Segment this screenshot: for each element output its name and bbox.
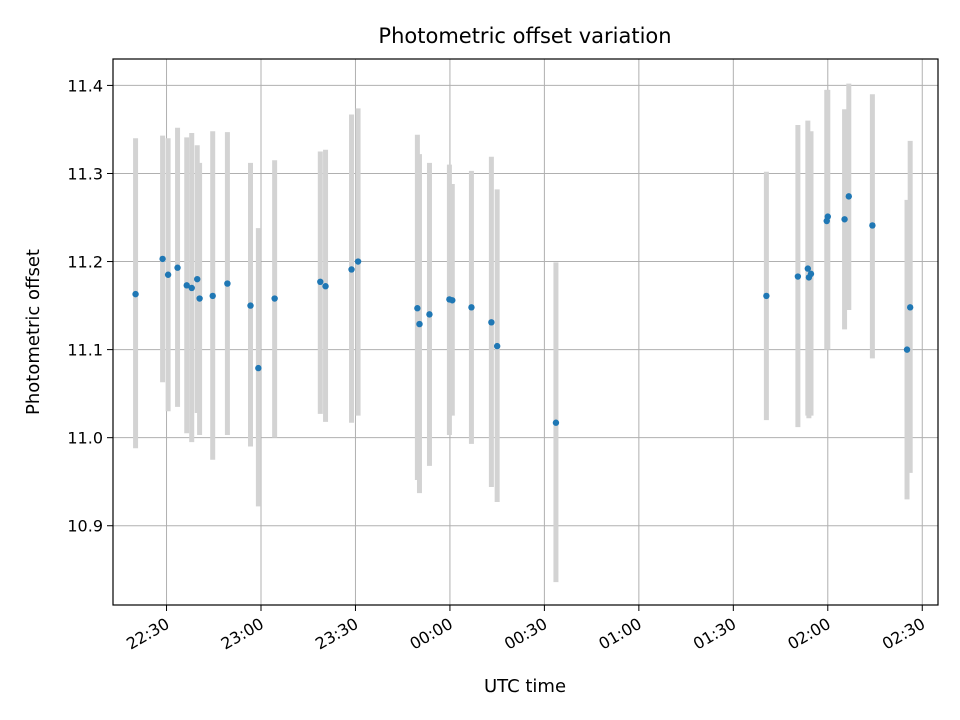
data-point	[488, 319, 495, 326]
x-tick-label: 23:30	[312, 614, 361, 654]
data-point	[824, 213, 831, 220]
x-tick-label: 00:30	[501, 614, 550, 654]
error-bars	[133, 83, 913, 583]
data-point	[209, 292, 216, 300]
x-axis-label: UTC time	[484, 676, 566, 697]
data-point	[194, 275, 201, 283]
data-point	[449, 297, 456, 304]
data-points	[132, 193, 914, 426]
data-point	[322, 283, 329, 290]
x-tick-label: 01:30	[690, 614, 739, 654]
x-tick-label: 23:00	[218, 614, 267, 654]
data-point	[841, 216, 848, 223]
data-point	[255, 364, 262, 372]
data-point	[164, 271, 172, 278]
data-point	[906, 304, 914, 311]
plot-area-frame	[112, 58, 939, 606]
data-point	[804, 265, 812, 272]
data-point	[174, 264, 181, 271]
data-point	[247, 302, 254, 309]
data-point	[132, 290, 139, 298]
data-point	[552, 419, 560, 426]
data-point	[348, 266, 355, 273]
data-point	[354, 258, 362, 265]
data-point	[903, 346, 911, 353]
y-tick-label: 11.2	[67, 253, 103, 272]
x-tick-label: 02:00	[784, 614, 833, 654]
y-axis: 10.9 11.0 11.1 11.2 11.3 11.4	[67, 76, 113, 536]
y-tick-label: 11.4	[67, 76, 103, 95]
data-point	[869, 222, 876, 229]
x-tick-label: 01:00	[595, 614, 644, 654]
data-point	[807, 270, 815, 278]
data-point	[845, 193, 852, 200]
x-tick-label: 22:30	[123, 614, 172, 654]
data-point	[763, 292, 770, 300]
data-point	[188, 284, 195, 292]
grid	[113, 59, 938, 605]
chart-title: Photometric offset variation	[378, 24, 671, 48]
data-point	[493, 342, 501, 350]
data-point	[183, 282, 190, 289]
data-point	[468, 304, 475, 311]
y-tick-label: 11.3	[67, 164, 103, 183]
data-point	[794, 273, 802, 280]
data-point	[159, 255, 166, 263]
data-point	[271, 295, 278, 302]
y-tick-label: 11.1	[67, 341, 103, 360]
data-point	[196, 295, 203, 302]
data-point	[426, 311, 433, 318]
y-tick-label: 10.9	[67, 517, 103, 536]
x-tick-label: 02:30	[879, 614, 928, 654]
data-point	[416, 320, 423, 328]
data-point	[414, 305, 421, 312]
y-tick-label: 11.0	[67, 429, 103, 448]
x-tick-label: 00:00	[406, 614, 455, 654]
data-point	[224, 280, 231, 287]
x-axis: 22:30 23:00 23:30 00:00 00:30 01:00 01:30 02:00…	[123, 605, 928, 654]
data-point	[317, 278, 324, 286]
y-axis-label: Photometric offset	[23, 249, 44, 415]
